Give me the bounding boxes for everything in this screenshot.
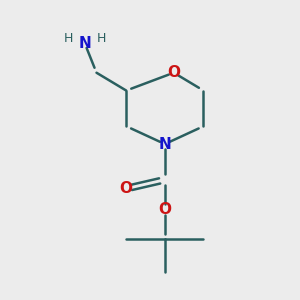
Text: O: O [167,65,180,80]
Text: N: N [158,136,171,152]
Text: H: H [64,32,73,45]
Text: O: O [120,181,133,196]
Text: H: H [96,32,106,45]
Text: N: N [78,35,91,50]
Text: O: O [158,202,171,217]
